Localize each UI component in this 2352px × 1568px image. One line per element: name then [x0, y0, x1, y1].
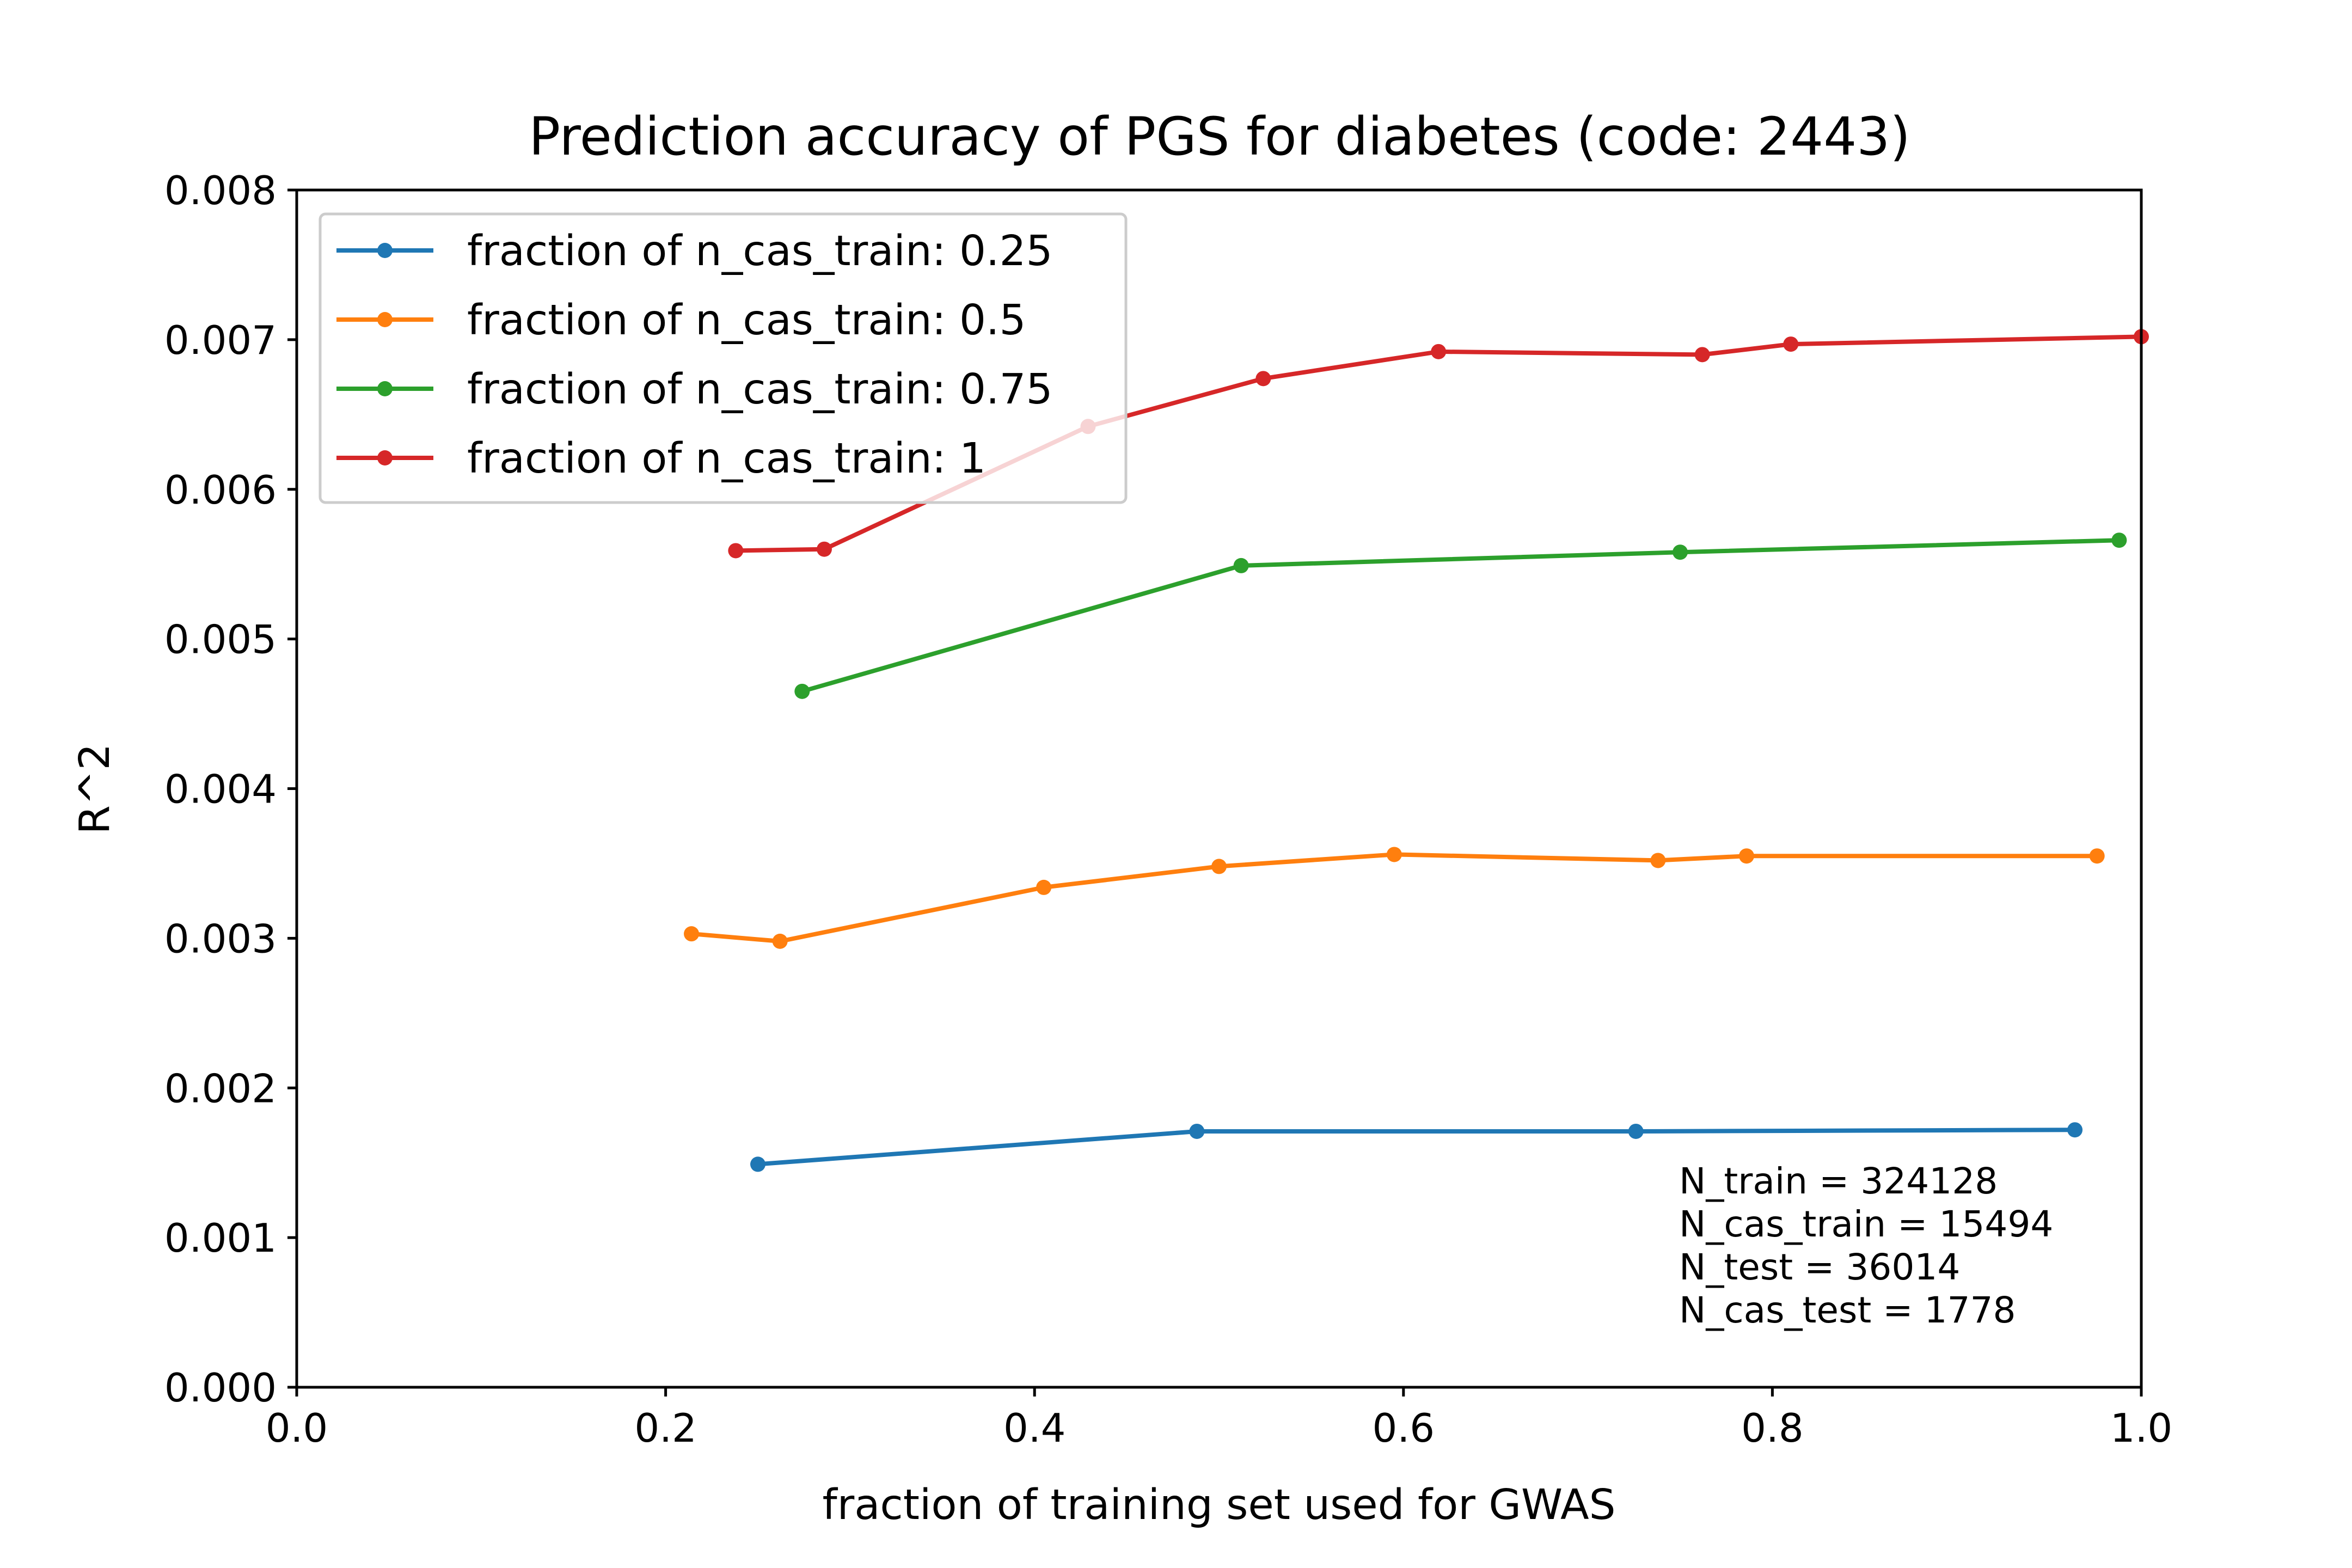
- x-tick-label: 0.6: [1373, 1405, 1435, 1451]
- data-point: [1189, 1123, 1205, 1139]
- data-point: [772, 933, 788, 949]
- y-tick-label: 0.002: [164, 1065, 277, 1111]
- x-tick-label: 0.4: [1003, 1405, 1066, 1451]
- x-tick-label: 0.2: [634, 1405, 697, 1451]
- data-point: [728, 543, 744, 559]
- legend-swatch-marker: [377, 312, 393, 327]
- data-point: [1694, 347, 1710, 363]
- y-axis-label: R^2: [71, 743, 119, 834]
- data-point: [2067, 1122, 2083, 1138]
- data-point: [1738, 848, 1754, 864]
- chart-title: Prediction accuracy of PGS for diabetes …: [529, 106, 1910, 167]
- legend-label: fraction of n_cas_train: 1: [467, 434, 986, 483]
- legend-label: fraction of n_cas_train: 0.25: [467, 227, 1052, 275]
- series-line: [756, 1128, 2077, 1167]
- annotation-line: N_train = 324128: [1679, 1160, 1998, 1202]
- plot-lines: [684, 329, 2149, 1172]
- data-point: [816, 541, 832, 557]
- data-point: [1650, 853, 1666, 868]
- series-line: [733, 334, 2143, 553]
- data-point: [794, 683, 810, 699]
- x-tick-label: 0.0: [266, 1405, 328, 1451]
- legend: fraction of n_cas_train: 0.25 fraction of…: [318, 212, 1128, 504]
- data-point: [1386, 847, 1402, 862]
- y-tick-label: 0.008: [164, 168, 277, 213]
- plot-frame: [295, 188, 2143, 1389]
- legend-label: fraction of n_cas_train: 0.5: [467, 296, 1026, 345]
- legend-box: [318, 212, 1128, 504]
- data-point: [1036, 879, 1052, 895]
- y-tick-label: 0.003: [164, 916, 277, 961]
- y-tick-label: 0.004: [164, 767, 277, 812]
- data-point: [1211, 859, 1227, 874]
- annotation-line: N_test = 36014: [1679, 1246, 1960, 1288]
- y-tick-label: 0.006: [164, 467, 277, 513]
- annotation-line: N_cas_train = 15494: [1679, 1203, 2053, 1245]
- series-line: [689, 852, 2099, 944]
- data-point: [1628, 1123, 1644, 1139]
- y-tick-label: 0.007: [164, 317, 277, 363]
- data-point: [750, 1156, 765, 1172]
- data-point: [1255, 371, 1271, 387]
- y-tick-label: 0.000: [164, 1365, 277, 1411]
- legend-label: fraction of n_cas_train: 0.75: [467, 365, 1052, 414]
- data-point: [2111, 532, 2127, 548]
- x-axis-ticks: 0.0 0.2 0.4 0.6 0.8 1.0: [266, 1387, 2173, 1451]
- x-tick-label: 0.8: [1741, 1405, 1804, 1451]
- data-point: [1673, 544, 1688, 560]
- y-tick-label: 0.001: [164, 1215, 277, 1261]
- x-tick-label: 1.0: [2110, 1405, 2173, 1451]
- data-point: [2089, 848, 2105, 864]
- legend-swatch-marker: [377, 381, 393, 396]
- data-point: [1783, 336, 1799, 352]
- legend-swatch-marker: [377, 450, 393, 465]
- data-point: [1233, 558, 1249, 573]
- y-axis-ticks: 0.000 0.001 0.002 0.003 0.004 0.005 0.006 0.007…: [164, 168, 297, 1411]
- legend-swatch-marker: [377, 243, 393, 258]
- data-point: [684, 926, 700, 942]
- annotation-line: N_cas_test = 1778: [1679, 1289, 2016, 1331]
- series-line: [800, 538, 2122, 694]
- data-point: [1431, 344, 1447, 359]
- y-tick-label: 0.005: [164, 617, 277, 663]
- x-axis-label: fraction of training set used for GWAS: [822, 1481, 1615, 1529]
